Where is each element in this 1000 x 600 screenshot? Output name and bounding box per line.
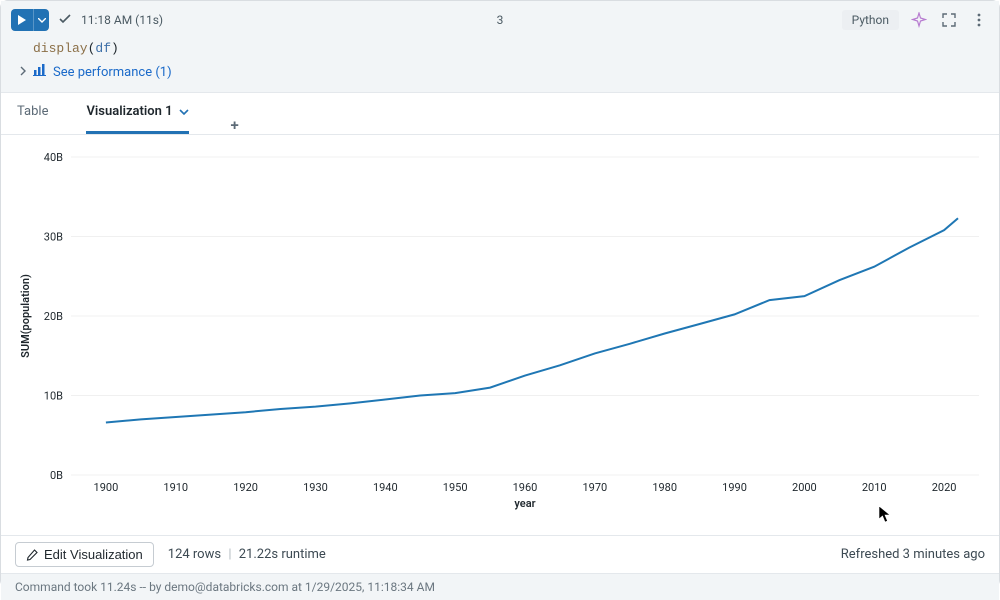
svg-text:year: year	[514, 497, 535, 510]
chevron-right-icon[interactable]	[19, 66, 27, 79]
run-button[interactable]	[11, 9, 33, 31]
footer-meta: 124 rows | 21.22s runtime	[168, 547, 326, 562]
svg-text:0B: 0B	[50, 469, 63, 482]
svg-text:40B: 40B	[44, 151, 63, 164]
svg-text:1960: 1960	[513, 481, 538, 494]
code-function: display	[33, 41, 88, 56]
output-tabs-bar: Table Visualization 1 +	[1, 93, 999, 135]
svg-text:30B: 30B	[44, 231, 63, 244]
runtime-text: 21.22s runtime	[239, 547, 326, 562]
language-badge[interactable]: Python	[842, 10, 899, 30]
edit-visualization-button[interactable]: Edit Visualization	[15, 542, 154, 567]
svg-text:1920: 1920	[233, 481, 258, 494]
svg-text:1970: 1970	[582, 481, 607, 494]
tab-table-label: Table	[17, 104, 48, 119]
code-line[interactable]: display(df)	[11, 33, 989, 60]
status-bar: Command took 11.24s -- by demo@databrick…	[1, 573, 999, 600]
svg-text:10B: 10B	[44, 390, 63, 403]
svg-text:SUM(population): SUM(population)	[19, 274, 32, 358]
chevron-down-icon[interactable]	[179, 109, 189, 115]
svg-text:1980: 1980	[652, 481, 677, 494]
status-text: Command took 11.24s -- by demo@databrick…	[15, 580, 435, 594]
cell-header-row: 11:18 AM (11s) 3 Python	[11, 7, 989, 33]
performance-row: See performance (1)	[11, 60, 989, 86]
cell-header: 11:18 AM (11s) 3 Python display(df) See …	[1, 1, 999, 93]
tab-visualization-label: Visualization 1	[86, 104, 172, 119]
tab-visualization[interactable]: Visualization 1	[86, 92, 188, 134]
add-tab-button[interactable]: +	[227, 116, 243, 134]
svg-text:2010: 2010	[862, 481, 887, 494]
svg-text:1940: 1940	[373, 481, 398, 494]
kebab-menu-icon[interactable]	[969, 10, 989, 30]
run-time-text: 11:18 AM (11s)	[81, 13, 163, 27]
code-variable: df	[95, 41, 111, 56]
svg-text:1950: 1950	[443, 481, 468, 494]
run-dropdown-button[interactable]	[33, 9, 49, 31]
see-performance-link[interactable]: See performance (1)	[53, 65, 172, 80]
bar-chart-icon	[33, 64, 47, 80]
edit-visualization-label: Edit Visualization	[44, 547, 143, 562]
assistant-icon[interactable]	[909, 10, 929, 30]
svg-text:2020: 2020	[932, 481, 957, 494]
svg-text:1930: 1930	[303, 481, 328, 494]
line-chart[interactable]: 0B 10B 20B 30B 40B 1900 1910 1920 1930 1940 1950 19…	[11, 145, 991, 510]
row-count: 124 rows	[168, 547, 221, 562]
pencil-icon	[26, 549, 38, 561]
svg-text:20B: 20B	[44, 310, 63, 323]
command-number: 3	[497, 13, 504, 27]
expand-icon[interactable]	[939, 10, 959, 30]
success-check-icon	[59, 13, 71, 27]
output-footer: Edit Visualization 124 rows | 21.22s run…	[1, 535, 999, 573]
tab-table[interactable]: Table	[17, 92, 48, 134]
svg-text:1990: 1990	[722, 481, 747, 494]
chart-container: 0B 10B 20B 30B 40B 1900 1910 1920 1930 1940 1950 19…	[1, 135, 999, 535]
refreshed-text: Refreshed 3 minutes ago	[841, 547, 985, 562]
svg-text:1910: 1910	[163, 481, 188, 494]
run-button-group	[11, 9, 49, 31]
svg-text:1900: 1900	[94, 481, 119, 494]
svg-text:2000: 2000	[792, 481, 817, 494]
